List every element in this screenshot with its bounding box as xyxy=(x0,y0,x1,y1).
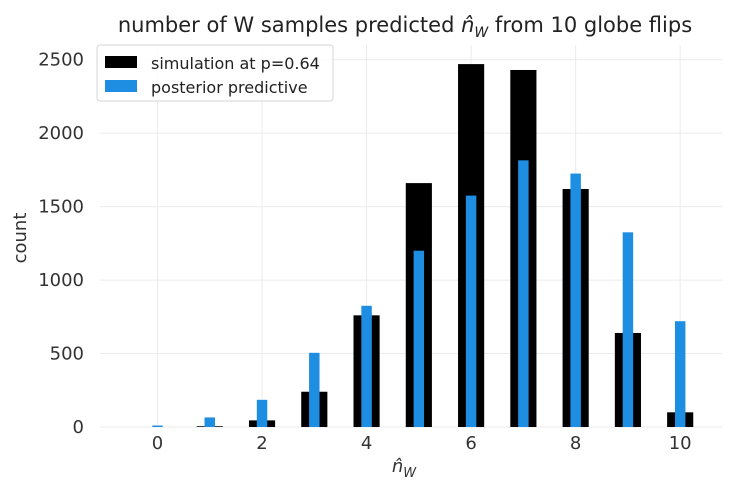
y-tick-label: 0 xyxy=(73,417,84,438)
y-tick-label: 1000 xyxy=(38,270,84,291)
legend-swatch-posterior xyxy=(105,80,137,92)
x-tick-label: 2 xyxy=(256,433,267,454)
bar-posterior xyxy=(309,352,320,427)
x-axis-label: n̂W xyxy=(392,456,417,481)
x-tick-label: 8 xyxy=(570,433,581,454)
bar-posterior xyxy=(674,321,686,427)
y-tick-labels: 0 500 1000 1500 2000 2500 xyxy=(38,50,84,438)
x-tick-label: 10 xyxy=(669,433,692,454)
y-tick-label: 500 xyxy=(50,344,84,365)
bar-posterior xyxy=(413,250,425,427)
x-tick-labels: 0 2 4 6 8 10 xyxy=(152,433,692,454)
bar-posterior xyxy=(152,425,163,427)
bar-posterior xyxy=(256,399,268,427)
y-tick-label: 1500 xyxy=(38,197,84,218)
simulation-bars xyxy=(196,64,694,427)
bar-posterior xyxy=(570,173,581,427)
bar-posterior xyxy=(361,305,372,427)
legend-frame xyxy=(96,44,334,102)
legend: simulation at p=0.64 posterior predictiv… xyxy=(96,44,334,102)
x-tick-label: 0 xyxy=(152,433,163,454)
y-tick-label: 2500 xyxy=(38,50,84,71)
chart-title: number of W samples predicted n̂W from 1… xyxy=(118,13,692,41)
bar-posterior xyxy=(465,195,477,427)
legend-label-posterior: posterior predictive xyxy=(151,78,308,97)
legend-label-simulation: simulation at p=0.64 xyxy=(151,54,320,73)
legend-swatch-simulation xyxy=(105,56,137,68)
x-tick-label: 6 xyxy=(465,433,476,454)
bar-posterior xyxy=(204,417,215,427)
x-tick-label: 4 xyxy=(361,433,372,454)
posterior-bars xyxy=(152,160,686,428)
y-tick-label: 2000 xyxy=(38,123,84,144)
y-axis-label: count xyxy=(10,213,31,264)
bar-posterior xyxy=(518,160,529,428)
bar-posterior xyxy=(622,232,634,427)
